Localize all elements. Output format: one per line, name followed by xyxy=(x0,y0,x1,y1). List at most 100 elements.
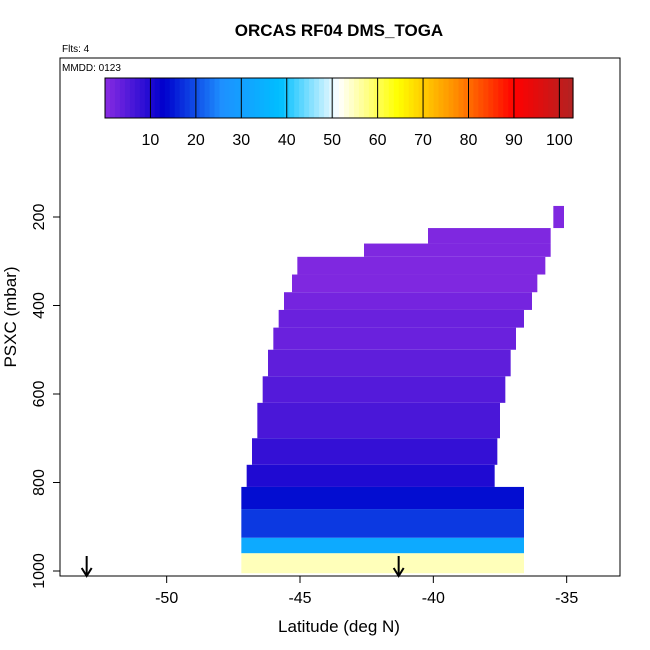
latitude-arrow xyxy=(80,556,93,578)
colorbar-tick-label: 60 xyxy=(369,132,387,149)
colorbar-swatch xyxy=(438,78,445,118)
flights-count: Flts: 4 xyxy=(62,44,90,55)
y-tick-label: 400 xyxy=(31,292,48,319)
heatmap-layer xyxy=(241,205,564,574)
colorbar-tick-label: 90 xyxy=(505,132,523,149)
heatmap-cell xyxy=(553,205,564,229)
colorbar-swatch xyxy=(119,78,126,118)
colorbar-swatch xyxy=(264,78,270,118)
heatmap-cell xyxy=(297,256,546,275)
axes: -50 -45 -40 -35 200 400 600 800 1000 xyxy=(31,204,578,607)
colorbar-swatch xyxy=(343,78,350,118)
colorbar-swatch xyxy=(334,78,340,118)
colorbar-swatch xyxy=(179,78,186,118)
colorbar-swatch xyxy=(139,78,146,118)
colorbar-swatch xyxy=(398,78,405,118)
colorbar-tick-label: 50 xyxy=(323,132,341,149)
colorbar-swatch xyxy=(378,78,385,118)
colorbar-swatch xyxy=(483,78,489,118)
colorbar-swatch xyxy=(184,78,191,118)
colorbar-swatch xyxy=(219,78,226,118)
heatmap-cell xyxy=(273,327,516,350)
colorbar-swatch xyxy=(353,78,360,118)
colorbar-swatch xyxy=(174,78,181,118)
heatmap-cell xyxy=(257,402,500,439)
x-tick-label: -45 xyxy=(288,590,311,607)
colorbar-swatch xyxy=(458,78,465,118)
colorbar-swatch xyxy=(523,78,529,118)
colorbar-swatch xyxy=(209,78,216,118)
colorbar-swatch xyxy=(309,78,315,118)
colorbar-swatch xyxy=(274,78,280,118)
latitude-arrows xyxy=(80,556,405,578)
colorbar-swatch xyxy=(319,78,325,118)
colorbar-swatch xyxy=(164,78,171,118)
colorbar-swatch xyxy=(144,78,151,118)
heatmap-cell xyxy=(246,464,495,487)
colorbar-swatch xyxy=(134,78,141,118)
colorbar-tick-label: 40 xyxy=(278,132,296,149)
colorbar-tick-label: 10 xyxy=(142,132,160,149)
colorbar-swatch xyxy=(105,78,111,118)
colorbar-swatch xyxy=(433,78,440,118)
heatmap-cell xyxy=(241,553,525,574)
heatmap-cell xyxy=(284,292,532,310)
latitude-arrow xyxy=(392,556,405,578)
colorbar-tick-label: 70 xyxy=(414,132,432,149)
colorbar-swatch xyxy=(568,78,574,118)
colorbar-swatch xyxy=(443,78,450,118)
colorbar-swatch xyxy=(154,78,161,118)
colorbar-swatch xyxy=(224,78,231,118)
heatmap-cell xyxy=(428,228,551,244)
y-tick-label: 1000 xyxy=(31,553,48,589)
colorbar-swatch xyxy=(214,78,221,118)
heatmap-cell xyxy=(241,509,525,538)
colorbar-swatch xyxy=(453,78,460,118)
colorbar-swatch xyxy=(518,78,524,118)
colorbar-swatch xyxy=(383,78,390,118)
colorbar-swatch xyxy=(269,78,275,118)
colorbar-swatch xyxy=(304,78,310,118)
colorbar-swatch xyxy=(124,78,131,118)
y-tick-label: 600 xyxy=(31,381,48,408)
colorbar-swatch xyxy=(423,78,430,118)
colorbar-swatch xyxy=(528,78,534,118)
colorbar-swatch xyxy=(199,78,206,118)
colorbar-swatch xyxy=(339,78,345,118)
colorbar-swatch xyxy=(299,78,305,118)
colorbar-tick-label: 80 xyxy=(460,132,478,149)
heatmap-cell xyxy=(241,486,525,510)
colorbar-swatch xyxy=(558,78,564,118)
colorbar-swatch xyxy=(373,78,380,118)
colorbar-swatch xyxy=(114,78,121,118)
x-tick-label: -35 xyxy=(555,590,578,607)
x-tick-label: -40 xyxy=(422,590,445,607)
colorbar-swatch xyxy=(244,78,250,118)
colorbar-swatch xyxy=(553,78,559,118)
colorbar-swatch xyxy=(543,78,549,118)
colorbar-swatch xyxy=(348,78,355,118)
colorbar-swatch xyxy=(229,78,236,118)
heatmap-cell xyxy=(278,309,524,328)
colorbar-frame xyxy=(104,77,574,119)
plot-area-frame xyxy=(59,57,621,577)
colorbar-swatch xyxy=(563,78,569,118)
colorbar-swatch xyxy=(204,78,211,118)
colorbar-swatch xyxy=(189,78,196,118)
colorbar-swatch xyxy=(413,78,420,118)
colorbar-swatch xyxy=(493,78,499,118)
colorbar-swatch xyxy=(289,78,295,118)
colorbar-swatch xyxy=(463,78,470,118)
colorbar-swatch xyxy=(324,78,330,118)
colorbar-swatch xyxy=(234,78,241,118)
colorbar-swatch xyxy=(363,78,370,118)
colorbar-swatch xyxy=(149,78,156,118)
colorbar-swatch xyxy=(508,78,514,118)
colorbar-swatch xyxy=(194,78,201,118)
colorbar-swatch xyxy=(159,78,166,118)
colorbar-swatch xyxy=(368,78,375,118)
colorbar-swatch xyxy=(254,78,260,118)
y-axis-label: PSXC (mbar) xyxy=(1,266,20,367)
colorbar-swatch xyxy=(129,78,136,118)
